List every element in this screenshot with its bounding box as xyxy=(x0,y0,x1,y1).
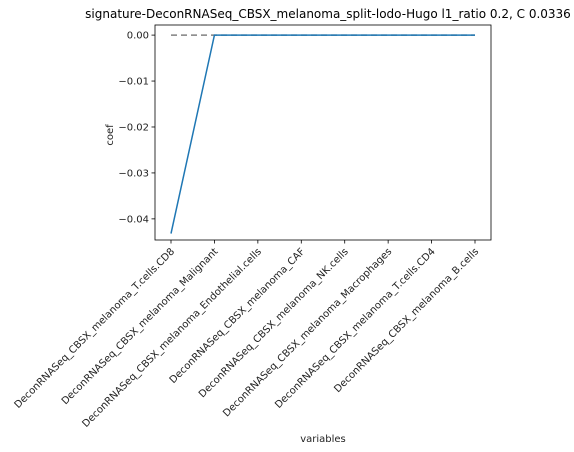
y-axis-label: coef xyxy=(105,124,116,146)
plot-frame xyxy=(155,25,491,240)
x-tick-label: DeconRNASeq_CBSX_melanoma_Macrophages xyxy=(221,246,394,419)
x-tick-label: DeconRNASeq_CBSX_melanoma_T.cells.CD4 xyxy=(273,246,438,411)
y-tick-label: −0.03 xyxy=(118,168,149,179)
y-tick-label: −0.01 xyxy=(118,77,149,88)
x-tick-label: DeconRNASeq_CBSX_melanoma_T.cells.CD8 xyxy=(13,246,178,411)
x-tick-label: DeconRNASeq_CBSX_melanoma_NK.cells xyxy=(197,246,351,400)
plot-area: 0.00 −0.01 −0.02 −0.03 −0.04 DeconRNASeq_CBSX… xyxy=(13,25,491,430)
y-tick-label: 0.00 xyxy=(127,31,149,42)
y-tick-label: −0.04 xyxy=(118,214,149,225)
y-tick-label: −0.02 xyxy=(118,122,149,133)
x-tick-label: DeconRNASeq_CBSX_melanoma_Malignant xyxy=(60,246,221,407)
x-axis-label: variables xyxy=(300,434,346,445)
chart-title: signature-DeconRNASeq_CBSX_melanoma_spli… xyxy=(85,7,571,21)
series-line-0 xyxy=(171,35,475,233)
